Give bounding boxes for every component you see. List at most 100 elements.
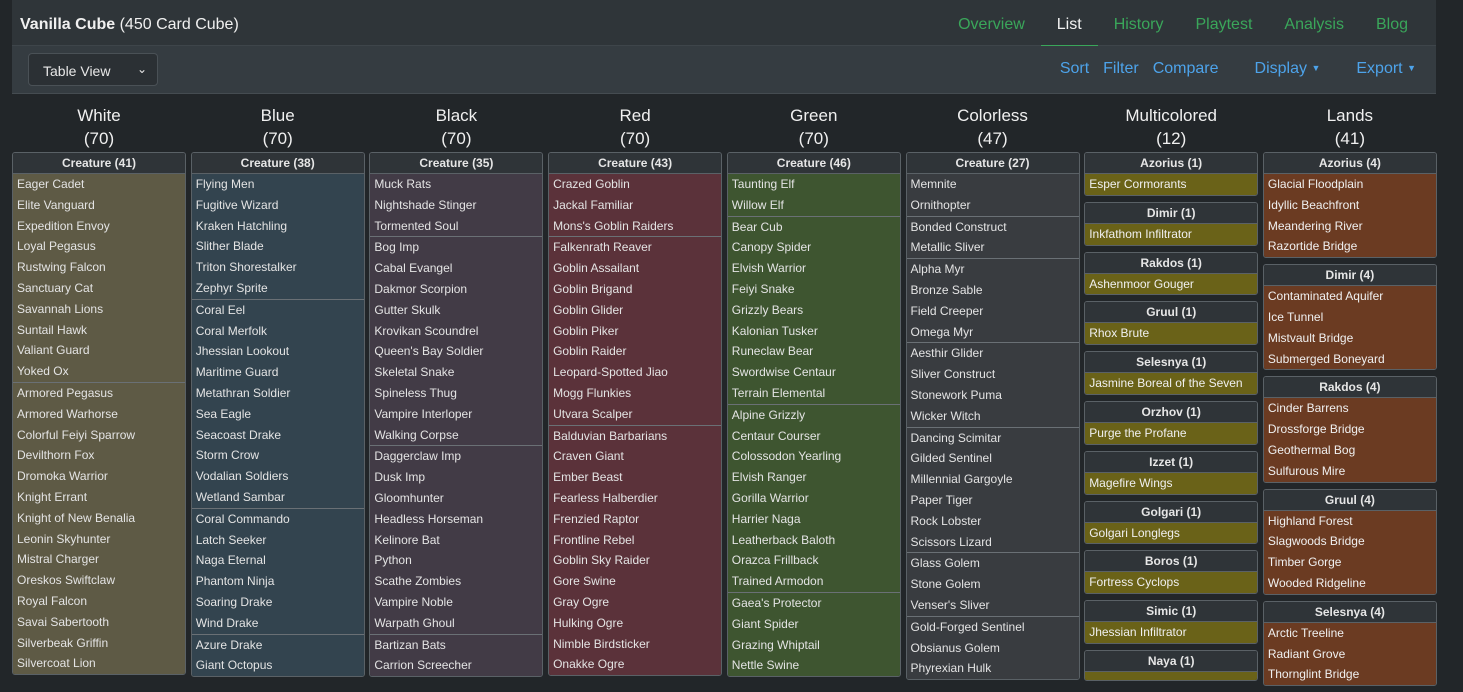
card-entry[interactable]: Jackal Familiar <box>549 194 722 216</box>
card-entry[interactable]: Wooded Ridgeline <box>1263 572 1436 594</box>
card-entry[interactable]: Submerged Boneyard <box>1263 348 1436 370</box>
card-entry[interactable]: Mogg Flunkies <box>549 382 722 404</box>
card-entry[interactable]: Scissors Lizard <box>906 531 1079 553</box>
card-entry[interactable]: Venser's Sliver <box>906 594 1079 616</box>
card-entry[interactable]: Field Creeper <box>906 300 1079 322</box>
card-entry[interactable]: Cabal Evangel <box>370 258 543 279</box>
card-entry[interactable]: Warpath Ghoul <box>370 612 543 634</box>
card-entry[interactable]: Krovikan Scoundrel <box>370 320 543 342</box>
card-entry[interactable]: Skeletal Snake <box>370 362 543 383</box>
card-entry[interactable]: Goblin Sky Raider <box>549 550 722 572</box>
card-entry[interactable]: Savai Sabertooth <box>13 611 185 633</box>
card-entry[interactable]: Vampire Interloper <box>370 403 543 425</box>
card-entry[interactable]: Arctic Treeline <box>1263 622 1436 644</box>
card-entry[interactable]: Highland Forest <box>1263 510 1436 532</box>
card-entry[interactable]: Fearless Halberdier <box>549 487 722 509</box>
card-entry[interactable]: Sea Eagle <box>191 403 364 425</box>
card-entry[interactable]: Goblin Piker <box>549 320 722 342</box>
card-entry[interactable]: Nightshade Stinger <box>370 194 543 216</box>
card-entry[interactable]: Gray Ogre <box>549 591 722 613</box>
card-entry[interactable]: Mons's Goblin Raiders <box>549 215 722 237</box>
card-entry[interactable]: Contaminated Aquifer <box>1263 286 1436 307</box>
card-entry[interactable]: Wind Drake <box>191 612 364 634</box>
card-entry[interactable]: Gutter Skulk <box>370 299 543 321</box>
card-entry[interactable]: Wicker Witch <box>906 405 1079 427</box>
card-entry[interactable]: Wetland Sambar <box>191 486 364 508</box>
card-entry[interactable]: Omega Myr <box>906 321 1079 343</box>
card-entry[interactable]: Vodalian Soldiers <box>191 466 364 487</box>
tab-history[interactable]: History <box>1113 16 1164 33</box>
card-entry[interactable]: Golgari Longlegs <box>1085 522 1258 544</box>
card-entry[interactable]: Rock Lobster <box>906 510 1079 532</box>
card-entry[interactable]: Vampire Noble <box>370 591 543 613</box>
card-entry[interactable]: Yoked Ox <box>13 361 185 382</box>
card-entry[interactable]: Knight of New Benalia <box>13 507 185 529</box>
card-entry[interactable]: Rustwing Falcon <box>13 257 185 278</box>
card-entry[interactable]: Azure Drake <box>191 633 364 656</box>
card-entry[interactable]: Bog Imp <box>370 236 543 259</box>
display-dropdown[interactable]: Display ▼ <box>1255 60 1321 78</box>
tab-blog[interactable]: Blog <box>1375 16 1408 33</box>
card-entry[interactable]: Seacoast Drake <box>191 424 364 446</box>
card-entry[interactable]: Queen's Bay Soldier <box>370 341 543 363</box>
card-entry[interactable]: Obsianus Golem <box>906 637 1079 659</box>
card-entry[interactable]: Knight Errant <box>13 486 185 508</box>
card-entry[interactable]: Loyal Pegasus <box>13 236 185 258</box>
tab-list[interactable]: List <box>1040 0 1098 46</box>
card-entry[interactable]: Bonded Construct <box>906 215 1079 238</box>
card-entry[interactable]: Bear Cub <box>727 215 900 238</box>
card-entry[interactable]: Metallic Sliver <box>906 237 1079 259</box>
card-entry[interactable]: Dancing Scimitar <box>906 426 1079 449</box>
card-entry[interactable]: Grizzly Bears <box>727 299 900 321</box>
card-entry[interactable]: Fortress Cyclops <box>1085 572 1258 594</box>
card-entry[interactable]: Suntail Hawk <box>13 319 185 341</box>
card-entry[interactable]: Dakmor Scorpion <box>370 278 543 300</box>
card-entry[interactable]: Onakke Ogre <box>549 654 722 676</box>
card-entry[interactable]: Alpha Myr <box>906 258 1079 280</box>
card-entry[interactable]: Bartizan Bats <box>370 633 543 656</box>
card-entry[interactable]: Devilthorn Fox <box>13 445 185 467</box>
card-entry[interactable]: Goblin Raider <box>549 341 722 363</box>
tab-overview[interactable]: Overview <box>958 16 1025 33</box>
card-entry[interactable]: Gorilla Warrior <box>727 487 900 509</box>
card-entry[interactable]: Kraken Hatchling <box>191 215 364 237</box>
card-entry[interactable]: Alpine Grizzly <box>727 403 900 426</box>
card-entry[interactable]: Walking Corpse <box>370 424 543 446</box>
card-entry[interactable]: Idyllic Beachfront <box>1263 194 1436 216</box>
card-entry[interactable]: Latch Seeker <box>191 529 364 551</box>
card-entry[interactable]: Coral Merfolk <box>191 320 364 342</box>
card-entry[interactable]: Purge the Profane <box>1085 422 1258 444</box>
card-entry[interactable]: Colossodon Yearling <box>727 446 900 468</box>
card-entry[interactable]: Gaea's Protector <box>727 591 900 614</box>
card-entry[interactable]: Paper Tiger <box>906 489 1079 511</box>
card-entry[interactable]: Goblin Assailant <box>549 258 722 279</box>
card-entry[interactable]: Ornithopter <box>906 194 1079 216</box>
card-entry[interactable]: Expedition Envoy <box>13 215 185 237</box>
card-entry[interactable]: Runeclaw Bear <box>727 341 900 363</box>
card-entry[interactable]: Gloomhunter <box>370 487 543 509</box>
card-entry[interactable]: Dromoka Warrior <box>13 466 185 487</box>
card-entry[interactable]: Inkfathom Infiltrator <box>1085 223 1258 245</box>
card-entry[interactable]: Ice Tunnel <box>1263 306 1436 328</box>
filter-link[interactable]: Filter <box>1103 60 1139 77</box>
card-entry[interactable]: Muck Rats <box>370 174 543 195</box>
card-entry[interactable]: Trained Armodon <box>727 571 900 592</box>
card-entry[interactable]: Daggerclaw Imp <box>370 445 543 468</box>
card-entry[interactable]: Gore Swine <box>549 571 722 592</box>
card-entry[interactable]: Oreskos Swiftclaw <box>13 570 185 591</box>
card-entry[interactable]: Centaur Courser <box>727 425 900 447</box>
card-entry[interactable]: Meandering River <box>1263 215 1436 237</box>
card-entry[interactable]: Giant Octopus <box>191 655 364 677</box>
card-entry[interactable]: Goblin Glider <box>549 299 722 321</box>
card-entry[interactable]: Flying Men <box>191 174 364 195</box>
card-entry[interactable]: Coral Commando <box>191 507 364 530</box>
card-entry[interactable]: Ashenmoor Gouger <box>1085 273 1258 295</box>
card-entry[interactable]: Headless Horseman <box>370 508 543 530</box>
sort-link[interactable]: Sort <box>1059 60 1090 77</box>
card-entry[interactable]: Terrain Elemental <box>727 382 900 404</box>
card-entry[interactable]: Storm Crow <box>191 445 364 467</box>
card-entry[interactable]: Millennial Gargoyle <box>906 469 1079 490</box>
card-entry[interactable]: Mistral Charger <box>13 549 185 571</box>
card-entry[interactable]: Coral Eel <box>191 298 364 321</box>
card-entry[interactable]: Swordwise Centaur <box>727 362 900 383</box>
